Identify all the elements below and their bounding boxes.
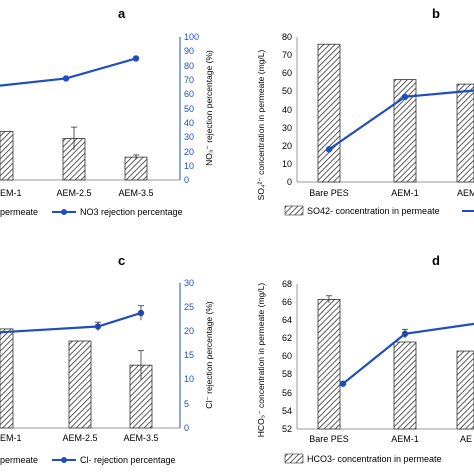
panel-c-legend-line-marker — [61, 457, 67, 463]
panel-d-tick-54: 54 — [282, 406, 292, 416]
panel-b-tick-80: 80 — [282, 32, 292, 42]
panel-a-line-point-3 — [132, 55, 140, 62]
panel-b-tick-10: 10 — [282, 159, 292, 169]
panel-c-bar-1 — [0, 328, 14, 429]
panel-a-tick-50: 50 — [184, 104, 194, 114]
panel-d-marks — [317, 295, 474, 430]
panel-b: b 80 70 60 50 40 30 20 10 0 SO₄²⁻ concen… — [256, 6, 474, 216]
panel-c-tick-20: 20 — [184, 326, 194, 336]
panel-a-letter: a — [118, 6, 126, 21]
panel-b-marks — [317, 43, 474, 183]
panel-b-legend-bar-label: SO42- concentration in permeate — [307, 206, 440, 216]
panel-c-legend-bar-label: permeate — [0, 455, 38, 465]
panel-d-tick-68: 68 — [282, 279, 292, 289]
panel-b-y-axis-label: SO₄²⁻ concentration in permeate (mg/L) — [256, 50, 266, 201]
panel-d-tick-66: 66 — [282, 297, 292, 307]
panel-a-xtick-3: AEM-3.5 — [118, 188, 153, 198]
panel-a-tick-30: 30 — [184, 132, 194, 142]
panel-b-line-point-1 — [325, 146, 333, 153]
panel-c-series-line — [0, 311, 142, 334]
panel-d-line-point-1 — [339, 380, 347, 387]
panel-a-bar-3 — [124, 156, 148, 181]
panel-d-tick-60: 60 — [282, 351, 292, 361]
panel-d-legend-bar-label: HCO3- concentration in permeate — [307, 454, 442, 464]
panel-a-tick-100: 100 — [184, 32, 199, 42]
panel-d-bar-2 — [393, 341, 417, 430]
panel-a-marks — [0, 55, 148, 181]
panel-d-xtick-1: Bare PES — [309, 434, 349, 444]
panel-d-tick-56: 56 — [282, 388, 292, 398]
panel-a-right-axis-label: NO₃⁻ rejection percentage (%) — [204, 50, 214, 166]
panel-a-xtick-1: EM-1 — [0, 188, 22, 198]
panel-c-xtick-3: AEM-3.5 — [123, 433, 158, 443]
panel-b-legend-bar-swatch — [284, 205, 304, 216]
panel-a-bar-1 — [0, 130, 14, 181]
panel-d-letter: d — [432, 253, 440, 268]
panel-b-tick-60: 60 — [282, 68, 292, 78]
panel-a-tick-90: 90 — [184, 46, 194, 56]
panel-c-xtick-1: EM-1 — [0, 433, 22, 443]
panel-a-tick-60: 60 — [184, 89, 194, 99]
panel-d-xtick-3: AE — [460, 434, 472, 444]
panel-a-tick-80: 80 — [184, 61, 194, 71]
panel-b-bar-1 — [317, 43, 341, 183]
panel-a-legend-line-marker — [61, 209, 67, 215]
panel-b-bar-2 — [393, 79, 417, 183]
panel-a-tick-0: 0 — [184, 175, 189, 185]
panel-c-marks — [0, 305, 153, 429]
panel-a-line-point-2 — [62, 75, 70, 82]
panel-b-bar-3 — [456, 83, 474, 183]
panel-a-tick-40: 40 — [184, 118, 194, 128]
panel-c-tick-5: 5 — [184, 399, 189, 409]
panel-d-tick-52: 52 — [282, 424, 292, 434]
panel-b-letter: b — [432, 6, 440, 21]
panel-a-xtick-2: AEM-2.5 — [56, 188, 91, 198]
panel-b-tick-0: 0 — [287, 177, 292, 187]
panel-d-tick-64: 64 — [282, 315, 292, 325]
panel-b-tick-70: 70 — [282, 50, 292, 60]
panel-a-tick-20: 20 — [184, 147, 194, 157]
panel-d: d 68 66 64 62 60 58 56 54 52 HCO₃⁻ conce… — [256, 253, 474, 464]
panel-b-tick-30: 30 — [282, 123, 292, 133]
panel-c-xtick-2: AEM-2.5 — [62, 433, 97, 443]
panel-b-tick-40: 40 — [282, 105, 292, 115]
panel-a-legend-bar-label: permeate — [0, 207, 38, 217]
panel-c-tick-10: 10 — [184, 374, 194, 384]
panel-d-tick-58: 58 — [282, 369, 292, 379]
panel-a-tick-10: 10 — [184, 161, 194, 171]
panel-d-legend-bar-swatch — [284, 453, 304, 464]
panel-a-right-ticks: 100 90 80 70 60 50 40 30 20 10 0 — [184, 32, 199, 185]
panel-a: a 100 90 80 70 60 50 40 30 20 10 0 NO₃⁻ … — [0, 6, 214, 217]
panel-d-bar-3 — [456, 350, 474, 430]
panel-b-tick-50: 50 — [282, 86, 292, 96]
panel-b-line-point-2 — [401, 93, 409, 101]
panel-d-bar-1 — [317, 299, 341, 430]
panel-d-xtick-2: AEM-1 — [391, 434, 419, 444]
panel-b-tick-20: 20 — [282, 141, 292, 151]
panel-b-y-ticks: 80 70 60 50 40 30 20 10 0 — [282, 32, 292, 187]
panel-c-tick-30: 30 — [184, 278, 194, 288]
panel-c-tick-0: 0 — [184, 423, 189, 433]
panel-c-right-axis-label: Cl⁻ rejection percentage (%) — [204, 301, 214, 409]
panel-a-legend-line-label: NO3 rejection percentage — [80, 207, 183, 217]
panel-d-y-axis-label: HCO₃⁻ concentration in permeate (mg/L) — [256, 283, 266, 438]
panel-c-bar-2 — [68, 340, 92, 429]
panel-b-xtick-3: AEM — [457, 188, 474, 198]
panel-c-legend-line-label: Cl- rejection percentage — [80, 455, 176, 465]
panel-b-xtick-2: AEM-1 — [391, 188, 419, 198]
panel-c: c 30 25 20 15 10 5 0 Cl⁻ rejection perce… — [0, 253, 214, 465]
panel-d-y-ticks: 68 66 64 62 60 58 56 54 52 — [282, 279, 292, 434]
panel-c-tick-15: 15 — [184, 350, 194, 360]
panel-c-right-ticks: 30 25 20 15 10 5 0 — [184, 278, 194, 433]
panel-c-tick-25: 25 — [184, 302, 194, 312]
panel-d-tick-62: 62 — [282, 333, 292, 343]
panel-c-letter: c — [118, 253, 125, 268]
panel-a-tick-70: 70 — [184, 75, 194, 85]
panel-a-series-line — [0, 57, 137, 87]
panel-b-xtick-1: Bare PES — [309, 188, 349, 198]
